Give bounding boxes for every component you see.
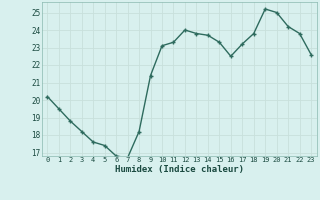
X-axis label: Humidex (Indice chaleur): Humidex (Indice chaleur) [115,165,244,174]
